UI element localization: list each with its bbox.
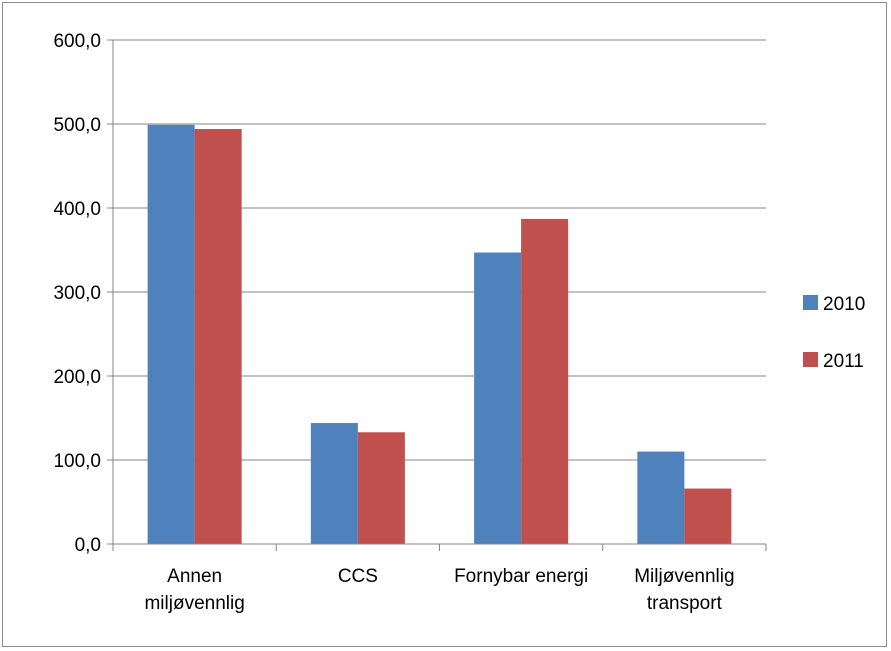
legend-swatch-2011 <box>803 352 818 367</box>
x-category-label: CCS <box>338 566 378 587</box>
y-tick-label: 100,0 <box>53 451 101 472</box>
x-category-label: Fornybar energi <box>454 566 588 587</box>
y-tick-label: 300,0 <box>53 283 101 304</box>
legend-label-2010: 2010 <box>823 294 865 315</box>
bar-2010 <box>147 124 195 544</box>
bars <box>147 124 732 545</box>
bar-2011 <box>684 488 732 544</box>
x-category-label: Miljøvennlig transport <box>634 566 734 614</box>
y-tick-label: 600,0 <box>53 31 101 52</box>
legend-swatch-2010 <box>803 295 818 310</box>
bar-2010 <box>474 252 522 544</box>
axes <box>107 39 767 551</box>
legend-label-2011: 2011 <box>823 351 864 372</box>
y-tick-label: 500,0 <box>53 115 101 136</box>
bar-2011 <box>357 432 405 544</box>
y-tick-label: 200,0 <box>53 367 101 388</box>
bar-2011 <box>521 218 569 545</box>
y-tick-label: 0,0 <box>75 535 101 556</box>
bar-2010 <box>310 423 358 544</box>
x-category-label: Annen miljøvennlig <box>144 566 244 614</box>
legend: 2010 2011 <box>803 294 865 372</box>
x-category-labels: Annen miljøvennlig CCS Fornybar energi Miljø… <box>144 566 734 614</box>
y-tick-labels: 0,0 100,0 200,0 300,0 400,0 500,0 600,0 <box>53 31 101 556</box>
y-tick-label: 400,0 <box>53 199 101 220</box>
bar-2010 <box>637 451 685 544</box>
bar-2011 <box>194 129 242 545</box>
